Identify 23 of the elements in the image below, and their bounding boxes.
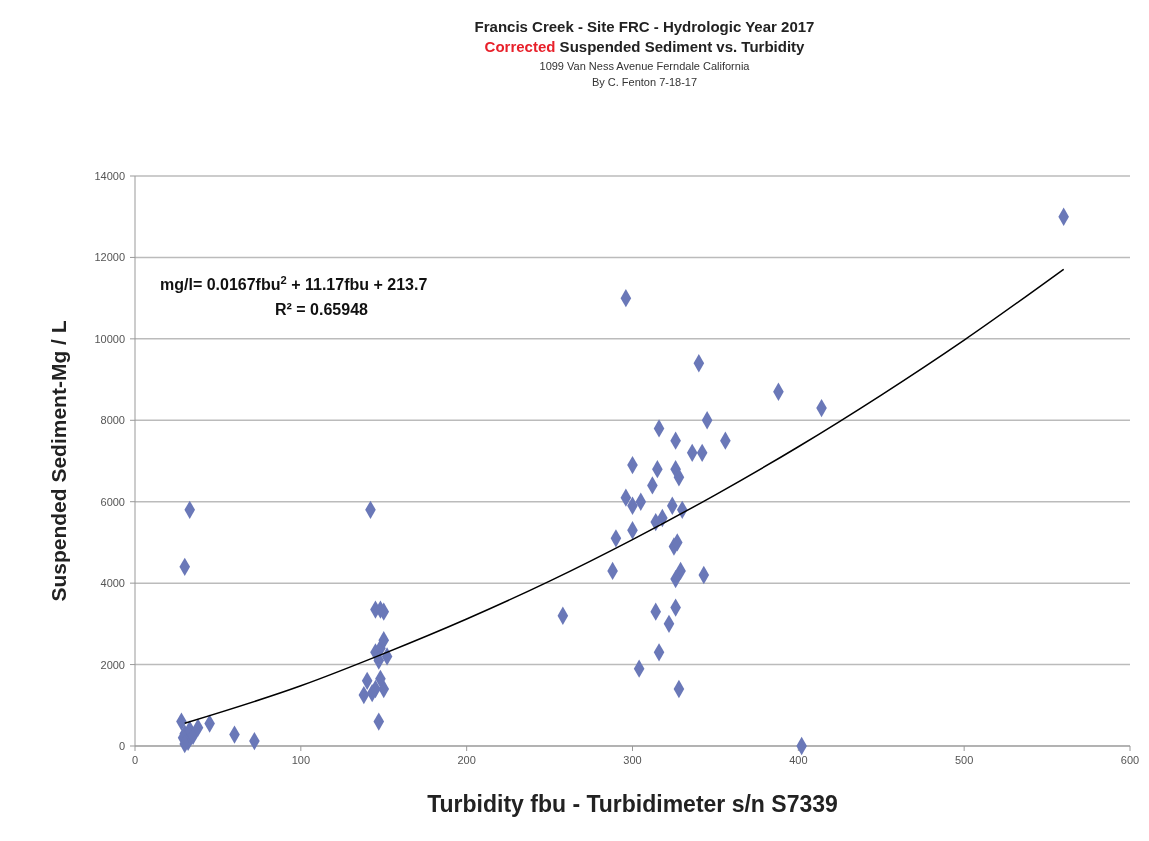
y-tick-label: 12000 [94, 251, 125, 264]
text: By C. Fenton 7-18-17 [591, 76, 698, 88]
y-tick-label: 8000 [100, 414, 125, 427]
x-tick-label: 600 [1120, 754, 1140, 766]
x-tick-label: 200 [457, 754, 476, 766]
x-tick-label: 400 [789, 754, 808, 766]
y-tick-label: 10000 [94, 332, 125, 345]
y-axis-title: Suspended Sediment-Mg / L [47, 320, 70, 602]
chart-title: Francis Creek - Site FRC - Hydrologic Year 2017 [474, 18, 815, 35]
chart-subtitle: Corrected Suspended Sediment vs. Turbidity [484, 38, 806, 55]
x-tick-label: 0 [131, 754, 139, 766]
y-tick-label: 6000 [100, 495, 125, 508]
annotation: mg/l= 0.0167fbu$^{2}$ + 11.17fbu + 213.7 [160, 274, 428, 293]
y-tick-label: 14000 [94, 170, 125, 182]
y-tick-label: 2000 [100, 658, 125, 671]
x-tick-label: 100 [291, 754, 311, 766]
x-tick-label: 300 [623, 754, 642, 766]
y-tick-label: 0 [118, 740, 125, 752]
annotation: R² = 0.65948 [275, 301, 369, 318]
x-tick-label: 500 [954, 754, 974, 766]
y-tick-label: 4000 [100, 577, 125, 590]
text: 1099 Van Ness Avenue Ferndale California [539, 60, 751, 72]
x-axis-title: Turbidity fbu - Turbidimeter s/n S7339 [427, 791, 838, 817]
